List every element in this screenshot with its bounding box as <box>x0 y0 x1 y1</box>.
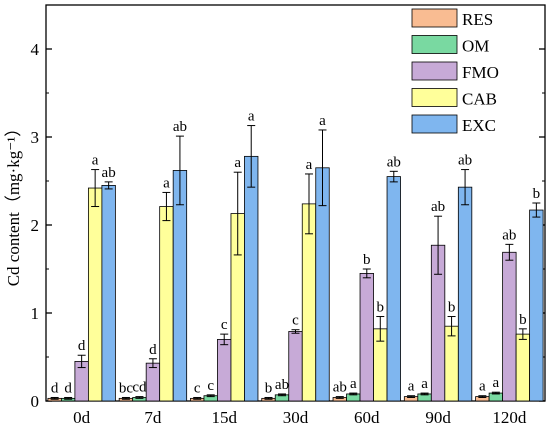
sig-label-exc-0d: ab <box>102 165 116 181</box>
y-tick-label: 2 <box>31 216 40 235</box>
bar-fmo-60d <box>359 272 374 402</box>
legend-swatch-fmo <box>411 61 458 81</box>
sig-label-exc-60d: ab <box>387 154 401 170</box>
bar-exc-0d <box>101 184 116 402</box>
legend-swatch-exc <box>411 114 458 134</box>
sig-label-res-60d: ab <box>333 380 347 396</box>
sig-label-exc-30d: a <box>319 113 326 129</box>
sig-label-om-0d: d <box>64 380 72 396</box>
bar-fmo-120d <box>502 251 517 402</box>
bar-cab-90d <box>444 325 459 402</box>
sig-label-cab-120d: b <box>519 312 527 328</box>
sig-label-res-7d: bc <box>119 380 134 396</box>
bar-fmo-30d <box>288 331 303 402</box>
sig-label-cab-90d: b <box>448 300 456 316</box>
sig-label-om-15d: c <box>207 378 214 394</box>
bar-exc-15d <box>244 155 259 402</box>
sig-label-om-120d: a <box>493 375 500 391</box>
bar-fmo-15d <box>217 338 232 402</box>
bar-cab-0d <box>87 187 103 402</box>
x-tick-label-0d: 0d <box>73 408 91 427</box>
sig-label-exc-15d: a <box>248 109 255 125</box>
y-tick-label: 3 <box>31 128 40 147</box>
legend-swatch-res <box>411 8 458 28</box>
x-tick-label-60d: 60d <box>354 408 380 427</box>
sig-label-res-120d: a <box>479 379 486 395</box>
sig-label-om-30d: ab <box>275 377 289 393</box>
bar-fmo-7d <box>145 362 161 402</box>
sig-label-exc-120d: b <box>533 186 541 202</box>
sig-label-om-7d: cd <box>132 380 147 396</box>
sig-label-fmo-120d: ab <box>502 227 516 243</box>
y-tick-label: 1 <box>31 304 40 323</box>
y-tick-label: 4 <box>31 40 40 59</box>
sig-label-om-60d: a <box>350 376 357 392</box>
sig-label-fmo-15d: c <box>221 317 228 333</box>
x-tick-label-7d: 7d <box>144 408 162 427</box>
bar-exc-60d <box>386 176 401 402</box>
sig-label-cab-30d: a <box>306 157 313 173</box>
x-tick-label-120d: 120d <box>492 408 527 427</box>
sig-label-cab-0d: a <box>92 153 99 169</box>
sig-label-fmo-30d: c <box>292 313 299 329</box>
x-tick-label-30d: 30d <box>283 408 309 427</box>
legend-label-res: RES <box>462 10 493 29</box>
sig-label-fmo-0d: d <box>78 338 86 354</box>
sig-label-exc-90d: ab <box>458 153 472 169</box>
sig-label-om-90d: a <box>421 376 428 392</box>
legend-label-om: OM <box>462 37 489 56</box>
y-tick-label: 0 <box>31 392 40 411</box>
sig-label-exc-7d: ab <box>173 119 187 135</box>
sig-label-cab-60d: b <box>377 300 385 316</box>
legend-label-exc: EXC <box>462 116 496 135</box>
x-tick-label-15d: 15d <box>211 408 237 427</box>
sig-label-res-15d: c <box>194 380 201 396</box>
sig-label-res-30d: b <box>265 380 273 396</box>
legend-swatch-cab <box>411 88 458 107</box>
sig-label-cab-15d: a <box>234 155 241 171</box>
legend-label-cab: CAB <box>462 90 497 109</box>
sig-label-res-0d: d <box>51 380 59 396</box>
x-tick-label-90d: 90d <box>425 408 451 427</box>
bar-exc-120d <box>529 209 544 402</box>
y-axis-title: Cd content（mg·kg⁻¹） <box>4 120 23 287</box>
sig-label-fmo-60d: b <box>363 252 371 268</box>
sig-label-cab-7d: a <box>163 175 170 191</box>
legend-swatch-om <box>411 35 458 54</box>
sig-label-fmo-90d: ab <box>431 199 445 215</box>
bar-exc-90d <box>457 186 473 402</box>
sig-label-fmo-7d: d <box>149 342 157 358</box>
legend-label-fmo: FMO <box>462 63 499 82</box>
bar-cab-7d <box>159 206 174 402</box>
sig-label-res-90d: a <box>408 379 415 395</box>
bar-cab-120d <box>515 333 531 402</box>
